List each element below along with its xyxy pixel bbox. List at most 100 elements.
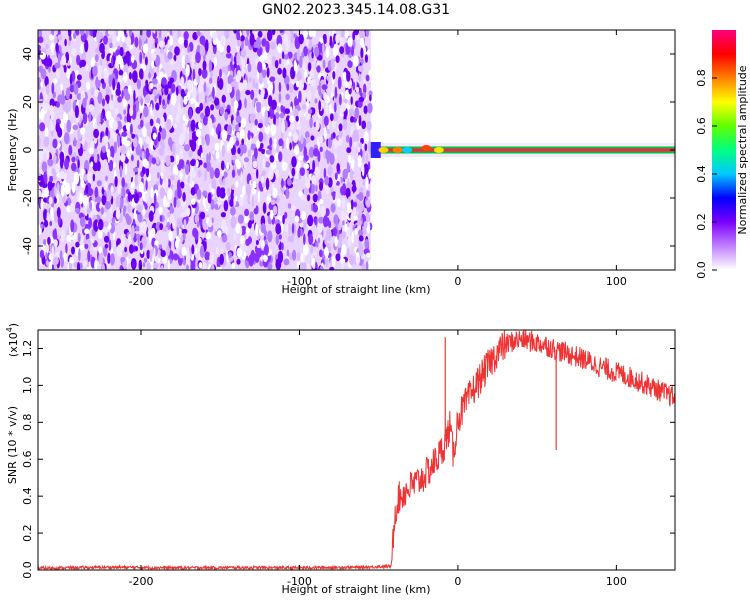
noise-speckle [197,149,202,156]
noise-speckle [299,262,305,270]
noise-speckle [257,190,261,203]
noise-speckle [315,184,318,192]
noise-speckle [125,122,132,131]
noise-speckle [275,258,282,270]
noise-speckle [319,265,324,270]
noise-speckle [279,30,284,34]
noise-speckle [348,196,351,203]
noise-speckle [252,99,255,106]
noise-speckle [83,174,87,182]
noise-speckle [358,73,362,82]
noise-speckle [103,69,110,79]
noise-speckle [188,150,193,158]
noise-speckle [191,244,195,255]
noise-speckle [94,90,99,98]
noise-speckle [76,74,82,81]
noise-speckle [62,195,67,204]
noise-speckle [315,241,319,248]
noise-speckle [153,30,156,34]
noise-speckle [306,90,312,102]
noise-speckle [124,163,128,176]
noise-speckle [270,41,276,50]
noise-speckle [220,248,224,256]
noise-speckle [122,99,127,108]
noise-speckle [173,123,178,129]
noise-speckle [198,68,202,76]
noise-speckle [180,216,184,228]
noise-speckle [118,69,124,76]
noise-speckle [65,243,68,254]
noise-speckle [106,192,112,201]
noise-speckle [278,234,282,240]
noise-speckle [307,108,313,115]
noise-speckle [190,97,196,104]
noise-speckle [323,91,327,101]
noise-speckle [296,81,300,88]
noise-speckle [161,77,167,86]
noise-speckle [167,188,173,200]
noise-speckle [107,252,111,264]
noise-speckle [303,187,309,196]
noise-speckle [158,95,162,106]
noise-speckle [334,236,338,248]
noise-speckle [230,54,233,64]
noise-speckle [61,153,65,165]
noise-speckle [130,258,137,270]
noise-speckle [115,49,121,57]
noise-speckle [290,123,295,130]
noise-speckle [246,30,250,37]
noise-speckle [269,137,273,147]
noise-speckle [137,204,143,213]
noise-speckle [330,203,336,213]
noise-speckle [131,133,136,139]
noise-speckle [90,161,94,168]
noise-speckle [236,247,242,258]
noise-speckle [349,168,354,181]
noise-speckle [256,104,261,113]
noise-speckle [113,132,117,142]
noise-speckle [338,242,342,248]
noise-speckle [133,192,139,204]
noise-speckle [298,190,303,198]
noise-speckle [244,36,249,47]
noise-speckle [167,80,172,89]
noise-speckle [348,154,351,164]
noise-speckle [105,175,108,182]
noise-speckle [357,146,361,153]
noise-speckle [329,152,335,165]
noise-speckle [224,111,228,121]
noise-speckle [325,102,329,114]
noise-speckle [318,216,324,224]
noise-speckle [165,245,170,257]
noise-speckle [115,30,119,37]
noise-speckle [192,68,196,82]
noise-speckle [240,225,247,235]
noise-speckle [275,234,280,246]
noise-speckle [202,101,206,110]
noise-speckle [346,161,350,171]
noise-speckle [68,30,72,38]
noise-speckle [47,180,53,191]
noise-speckle [106,118,109,127]
noise-speckle [101,98,106,107]
noise-speckle [210,199,215,210]
noise-speckle [82,97,87,109]
noise-speckle [161,128,167,140]
noise-speckle [260,142,264,149]
noise-speckle [112,95,117,102]
noise-speckle [145,79,149,87]
noise-speckle [251,196,254,208]
noise-speckle [267,54,272,65]
noise-speckle [291,205,297,211]
noise-speckle [342,168,348,180]
noise-speckle [198,159,203,166]
noise-speckle [229,199,234,207]
noise-speckle [136,233,141,240]
signal-blob [392,147,403,153]
noise-speckle [83,259,88,268]
noise-speckle [79,244,86,251]
noise-speckle [265,177,270,190]
noise-speckle [165,177,169,188]
noise-speckle [53,239,58,248]
